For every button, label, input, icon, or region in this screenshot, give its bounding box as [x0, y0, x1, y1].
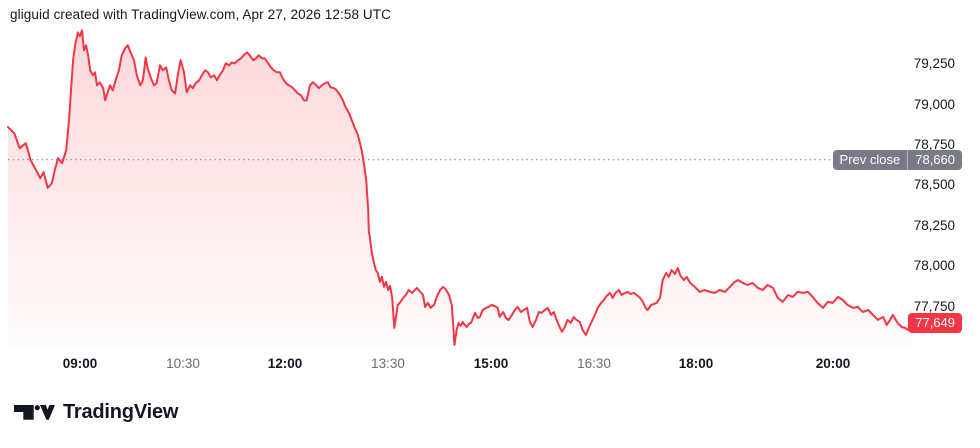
prev-close-value: 78,660: [907, 149, 962, 170]
last-price-badge: 77,649: [908, 312, 962, 333]
time-tick-label: 09:00: [62, 356, 98, 371]
price-tick-label: 77,750: [913, 298, 955, 314]
price-tick-label: 78,750: [913, 137, 955, 153]
time-tick-label: 18:00: [678, 356, 714, 371]
time-tick-label: 13:30: [371, 356, 405, 371]
area-fill: [8, 30, 912, 348]
price-tick-label: 78,250: [913, 217, 955, 233]
time-tick-label: 12:00: [267, 356, 303, 371]
time-tick-label: 15:00: [473, 356, 509, 371]
prev-close-label: Prev close: [839, 151, 901, 167]
price-tick-label: 78,500: [913, 177, 955, 193]
price-line: [7, 29, 913, 346]
brand-name: TradingView: [63, 401, 179, 423]
prev-close-badge: Prev close 78,660: [832, 149, 962, 170]
time-tick-label: 16:30: [577, 356, 611, 371]
last-price-value: 77,649: [915, 314, 955, 330]
price-tick-label: 79,000: [913, 96, 955, 112]
tradingview-logo-icon: [14, 405, 55, 420]
price-tick-label: 79,250: [913, 56, 955, 72]
time-tick-label: 20:00: [815, 356, 851, 371]
attribution-text: gliguid created with TradingView.com, Ap…: [10, 7, 391, 22]
price-tick-label: 78,000: [913, 258, 955, 274]
time-tick-label: 10:30: [166, 356, 200, 371]
tradingview-branding[interactable]: TradingView: [14, 401, 178, 424]
